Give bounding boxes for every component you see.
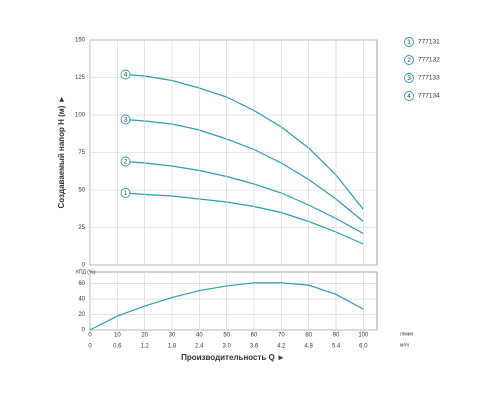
- y-axis-title: Создаваемый напор H (м) ►: [57, 95, 66, 208]
- y-tick-label: 100: [75, 113, 86, 119]
- curve-marker: [120, 156, 131, 167]
- curve-marker: [120, 188, 131, 198]
- legend-label: 777131: [418, 39, 440, 46]
- curve-label: 3: [124, 117, 128, 124]
- curve: [89, 282, 364, 331]
- legend-label: 777132: [418, 57, 440, 64]
- curve: [125, 160, 364, 235]
- x-tick-label: 20: [141, 333, 148, 339]
- y-tick-label: 25: [78, 225, 85, 231]
- curve-marker: [120, 69, 131, 80]
- x2-tick-label: 6.0: [359, 344, 368, 350]
- x-tick-label: 60: [251, 333, 258, 339]
- x-tick-label: 10: [114, 333, 121, 339]
- x2-tick-label: 2.4: [195, 344, 204, 350]
- legend-marker: [404, 37, 414, 47]
- legend-marker: [404, 91, 414, 101]
- x2-tick-label: 1.8: [168, 344, 177, 350]
- y-tick-label: 60: [78, 281, 85, 287]
- y-tick-label: 75: [78, 150, 85, 156]
- x2-tick-label: 1.2: [140, 344, 149, 350]
- y-tick-label: 40: [78, 297, 85, 303]
- legend-label: 777133: [418, 75, 440, 82]
- curve-label: 1: [124, 190, 128, 197]
- x2-tick-label: 3.6: [250, 344, 259, 350]
- x2-tick-label: 0: [88, 344, 92, 350]
- legend-label: 777134: [418, 93, 440, 100]
- x-tick-label: 100: [358, 333, 369, 339]
- y-tick-label: 125: [75, 75, 86, 81]
- curve-label: 4: [124, 72, 128, 79]
- y-tick-label: 150: [75, 38, 86, 44]
- y-tick-label: 20: [78, 312, 85, 318]
- x-tick-label: 70: [278, 333, 285, 339]
- x2-tick-label: 4.2: [277, 344, 286, 350]
- curve-label: 2: [124, 159, 128, 166]
- curve: [125, 73, 364, 210]
- y-tick-label: 50: [78, 188, 85, 194]
- curve: [125, 192, 364, 245]
- y-axis-title: КПД (%): [76, 269, 95, 275]
- curve: [125, 118, 364, 222]
- x-tick-label: 0: [88, 333, 92, 339]
- x-tick-label: 50: [223, 333, 230, 339]
- x2-tick-label: 4.8: [304, 344, 313, 350]
- x2-tick-label: 3.0: [222, 344, 231, 350]
- x-axis-title: Производительность Q ►: [181, 353, 285, 362]
- curve-marker: [120, 114, 131, 125]
- legend-number: 4: [407, 93, 411, 100]
- x2-tick-label: 5.4: [332, 344, 341, 350]
- x2-tick-label: 0.6: [113, 344, 122, 350]
- x-tick-label: 40: [196, 333, 203, 339]
- y-tick-label: 0: [82, 263, 86, 269]
- x-unit: л/мин: [400, 331, 414, 337]
- legend-number: 1: [407, 39, 411, 46]
- legend-number: 2: [407, 57, 411, 64]
- legend-marker: [404, 73, 414, 83]
- x2-unit: м³/ч: [400, 342, 409, 348]
- x-tick-label: 80: [305, 333, 312, 339]
- legend-number: 3: [407, 75, 411, 82]
- y-tick-label: 0: [82, 328, 86, 334]
- plot-frame: [89, 271, 378, 331]
- legend-marker: [404, 55, 414, 65]
- x-tick-label: 30: [169, 333, 176, 339]
- x-tick-label: 90: [333, 333, 340, 339]
